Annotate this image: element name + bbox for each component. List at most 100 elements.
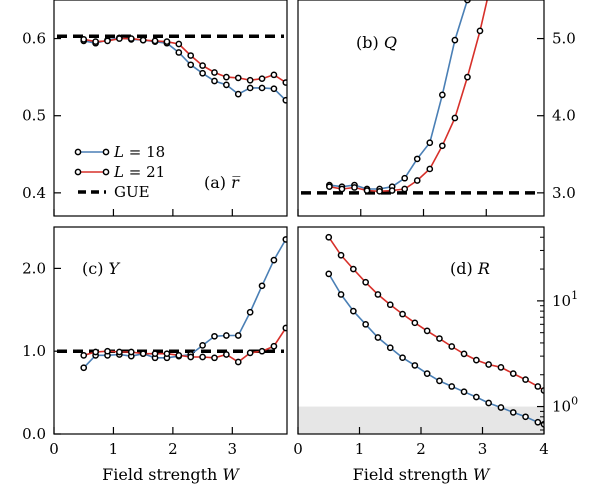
y-tick-label: 0.4 bbox=[22, 184, 46, 202]
series-line-L21 bbox=[83, 327, 287, 363]
data-point bbox=[485, 361, 492, 368]
data-point bbox=[270, 256, 278, 264]
y-tick-label: 4.0 bbox=[552, 107, 576, 125]
data-point bbox=[413, 177, 421, 184]
data-point bbox=[522, 413, 529, 421]
data-point bbox=[534, 418, 542, 426]
x-axis-title: Field strength W bbox=[102, 465, 240, 484]
series-line-L18 bbox=[83, 36, 287, 101]
data-point bbox=[325, 233, 333, 241]
panel-frame bbox=[53, 0, 288, 217]
data-point bbox=[534, 383, 542, 390]
data-point bbox=[350, 307, 357, 315]
series-line-L18 bbox=[328, 273, 544, 426]
series-line-L18 bbox=[329, 0, 469, 190]
data-point bbox=[211, 77, 218, 85]
data-point bbox=[139, 350, 147, 358]
data-point bbox=[187, 52, 195, 59]
data-point bbox=[363, 187, 371, 194]
panel-c: 0.0 1.0 2.0 0 1 2 3 Field strength W (c) Y bbox=[22, 226, 288, 484]
legend-entry: L = 21 bbox=[113, 163, 165, 181]
data-point bbox=[374, 291, 382, 298]
data-point bbox=[399, 354, 406, 362]
data-point bbox=[258, 347, 266, 355]
data-point bbox=[92, 348, 99, 356]
panel-label-c: (c) Y bbox=[82, 259, 121, 278]
y-tick-label: 0.6 bbox=[22, 30, 46, 48]
data-point bbox=[175, 40, 183, 48]
data-point bbox=[211, 354, 218, 362]
data-point bbox=[282, 96, 287, 104]
x-tick-label: 2 bbox=[168, 440, 178, 458]
data-point bbox=[350, 265, 357, 273]
data-point bbox=[388, 187, 396, 194]
panel-label-d: (d) R bbox=[450, 259, 490, 278]
data-point bbox=[374, 334, 382, 341]
data-point bbox=[258, 84, 266, 92]
data-point bbox=[80, 35, 88, 43]
data-point bbox=[163, 38, 171, 46]
panel-frame bbox=[297, 0, 545, 217]
data-point bbox=[80, 351, 88, 359]
data-point bbox=[116, 35, 123, 42]
data-point bbox=[399, 310, 406, 318]
data-point bbox=[326, 183, 333, 191]
data-point bbox=[473, 356, 480, 364]
data-point bbox=[460, 388, 468, 396]
data-point bbox=[497, 363, 505, 371]
data-point bbox=[337, 251, 345, 259]
data-point bbox=[351, 184, 358, 191]
data-point bbox=[258, 75, 266, 83]
data-point bbox=[246, 349, 254, 357]
data-point bbox=[497, 404, 505, 411]
data-point bbox=[473, 393, 480, 401]
x-tick-label: 1 bbox=[109, 440, 119, 458]
data-point bbox=[337, 291, 345, 298]
data-point bbox=[223, 81, 230, 89]
data-point bbox=[426, 165, 434, 173]
series-line-L21 bbox=[328, 236, 544, 392]
data-point bbox=[258, 282, 266, 290]
data-point bbox=[460, 350, 468, 358]
panel-frame bbox=[53, 226, 288, 435]
data-point bbox=[223, 332, 230, 339]
panel-a: 0.4 0.5 0.6 (a) r̅ L = 18 L = 21 GUE bbox=[22, 0, 288, 217]
data-point bbox=[127, 35, 135, 42]
data-point bbox=[386, 344, 394, 352]
y-tick-label: 3.0 bbox=[552, 184, 576, 202]
data-point bbox=[92, 38, 99, 46]
data-point bbox=[246, 76, 254, 84]
data-point bbox=[246, 84, 254, 92]
y-tick-label: 0.0 bbox=[22, 425, 46, 443]
data-point bbox=[376, 187, 383, 195]
y-tick-label: 0.5 bbox=[22, 107, 46, 125]
plot-area-a bbox=[57, 34, 287, 104]
data-point bbox=[362, 278, 369, 286]
data-point bbox=[438, 91, 446, 99]
data-point bbox=[464, 0, 471, 4]
data-point bbox=[448, 343, 456, 350]
data-point bbox=[413, 155, 421, 163]
data-point bbox=[175, 351, 183, 359]
legend: L = 18 L = 21 GUE bbox=[74, 143, 165, 201]
legend-entry: L = 18 bbox=[113, 143, 165, 161]
data-point bbox=[464, 73, 471, 81]
data-point bbox=[199, 342, 206, 349]
data-point bbox=[401, 174, 409, 182]
data-point bbox=[223, 73, 230, 81]
data-point bbox=[234, 90, 242, 98]
y-tick-label: 5.0 bbox=[552, 30, 576, 48]
data-point bbox=[423, 370, 431, 377]
data-point bbox=[223, 351, 230, 358]
panel-label-b: (b) Q bbox=[356, 33, 397, 52]
panel-frame bbox=[297, 226, 545, 435]
data-point bbox=[423, 327, 431, 335]
legend-swatch-marker bbox=[102, 148, 110, 156]
data-point bbox=[426, 139, 434, 147]
data-point bbox=[175, 49, 183, 56]
data-point bbox=[411, 362, 419, 369]
data-point bbox=[438, 142, 446, 150]
x-tick-label: 3 bbox=[228, 440, 238, 458]
